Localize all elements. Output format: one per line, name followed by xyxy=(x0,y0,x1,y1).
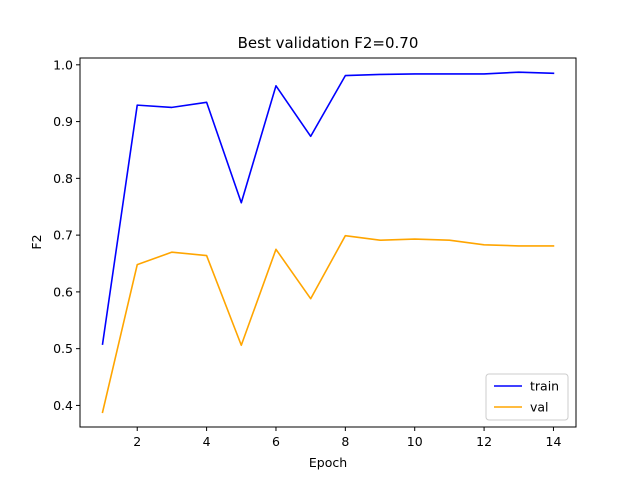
y-tick-label: 0.6 xyxy=(53,284,73,299)
y-tick-label: 0.9 xyxy=(53,114,73,129)
x-tick-label: 6 xyxy=(272,434,280,449)
x-axis-ticks: 2 4 6 8 10 12 14 xyxy=(133,427,561,449)
x-tick-label: 4 xyxy=(203,434,211,449)
plot-area: 2 4 6 8 10 12 14 0.4 0.5 0.6 0.7 0.8 0.9 1.0 xyxy=(53,57,577,449)
x-axis-label: Epoch xyxy=(309,455,347,470)
x-tick-label: 8 xyxy=(341,434,349,449)
x-tick-label: 14 xyxy=(546,434,562,449)
series-line-val xyxy=(101,234,555,414)
x-tick-label: 12 xyxy=(476,434,492,449)
y-tick-label: 1.0 xyxy=(53,57,73,72)
chart-title: Best validation F2=0.70 xyxy=(238,34,419,52)
legend-label-val: val xyxy=(530,400,549,415)
series-layer xyxy=(101,71,555,414)
x-tick-label: 10 xyxy=(407,434,423,449)
y-axis-label: F2 xyxy=(29,234,44,249)
y-axis-ticks: 0.4 0.5 0.6 0.7 0.8 0.9 1.0 xyxy=(53,57,80,413)
y-tick-label: 0.8 xyxy=(53,171,73,186)
legend-label-train: train xyxy=(530,379,559,394)
y-tick-label: 0.5 xyxy=(53,341,73,356)
y-tick-label: 0.7 xyxy=(53,228,73,243)
axes-frame xyxy=(79,57,577,428)
y-tick-label: 0.4 xyxy=(53,398,73,413)
x-tick-label: 2 xyxy=(133,434,141,449)
legend: train val xyxy=(485,373,569,421)
series-line-train xyxy=(101,71,555,346)
